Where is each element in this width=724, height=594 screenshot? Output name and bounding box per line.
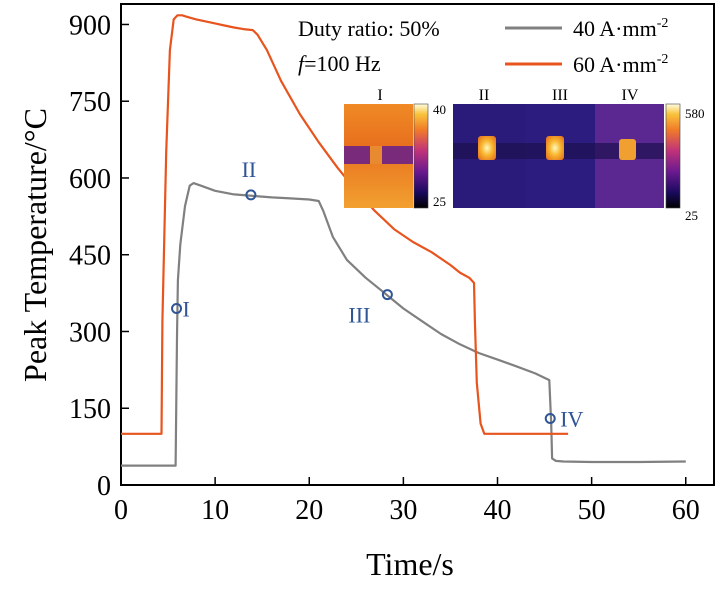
colorbar-I: [413, 103, 429, 209]
y-tick-label: 750: [69, 87, 111, 118]
legend-label-40A: 40 A·mm-2: [573, 16, 668, 41]
series-line-40A: [121, 182, 686, 467]
y-tick-label: 450: [69, 241, 111, 272]
marker-label-III: III: [348, 303, 370, 328]
x-tick-label: 50: [578, 495, 606, 526]
y-axis-label: Peak Temperature/°C: [17, 108, 53, 382]
thermal-gap-I: [370, 146, 382, 164]
marker-IV: [544, 412, 556, 424]
y-tick-label: 0: [97, 471, 111, 502]
marker-label-I: I: [183, 296, 190, 321]
frequency-value: =100 Hz: [304, 51, 381, 76]
series-line-60A: [121, 14, 569, 435]
x-tick-label: 0: [114, 495, 128, 526]
legend-label-60A: 60 A·mm-2: [573, 52, 668, 77]
x-tick-label: 60: [672, 495, 700, 526]
marker-label-IV: IV: [560, 406, 583, 431]
inset-label-II: II: [479, 87, 490, 104]
x-axis-label: Time/s: [366, 546, 454, 582]
inset-label-IV: IV: [622, 87, 639, 104]
inset-label-III: III: [552, 87, 568, 104]
hot-spot-IV: [619, 139, 636, 160]
y-tick-label: 150: [69, 394, 111, 425]
x-tick-label: 40: [484, 495, 512, 526]
frequency-symbol: f: [298, 51, 307, 76]
hot-spot-III: [546, 136, 564, 160]
hot-spot-II: [478, 136, 496, 160]
y-tick-label: 600: [69, 164, 111, 195]
marker-label-II: II: [242, 157, 257, 182]
colorbar-II-IV-min: 25: [685, 208, 698, 223]
x-tick-label: 20: [295, 495, 323, 526]
legend: 40 A·mm-2 60 A·mm-2: [505, 16, 668, 77]
y-tick-label: 300: [69, 317, 111, 348]
marker-II: [245, 189, 257, 201]
thermal-inset: I 40 25 II III IV 580 25: [344, 87, 705, 223]
inset-label-I: I: [377, 87, 382, 104]
x-tick-label: 10: [201, 495, 229, 526]
x-tick-label: 30: [389, 495, 417, 526]
plot-frame: [120, 3, 715, 486]
frequency-annotation: f=100 Hz: [298, 51, 381, 76]
y-axis: 0 150 300 450 600 750 900: [69, 10, 129, 502]
y-tick-label: 900: [69, 10, 111, 41]
colorbar-II-IV-max: 580: [685, 106, 705, 121]
marker-III: [381, 289, 393, 301]
colorbar-II-IV: [665, 103, 681, 209]
colorbar-I-max: 40: [433, 102, 446, 117]
marker-I: [171, 302, 183, 314]
duty-ratio-annotation: Duty ratio: 50%: [298, 16, 440, 41]
x-axis: 0 10 20 30 40 50 60: [114, 477, 700, 526]
colorbar-I-min: 25: [433, 194, 446, 209]
